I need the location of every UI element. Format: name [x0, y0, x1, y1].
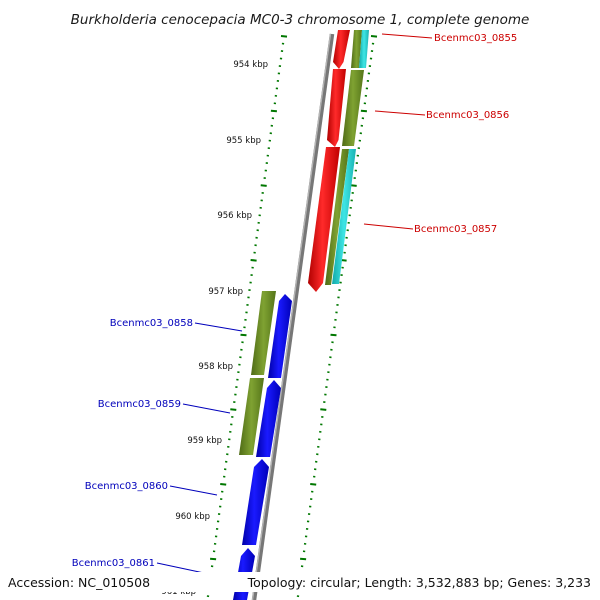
gene-label-leaders	[156, 33, 433, 574]
accession-text: Accession: NC_010508	[8, 575, 150, 590]
kbp-label-960: 960 kbp	[175, 512, 210, 522]
kbp-label-958: 958 kbp	[198, 362, 233, 372]
tick-marks-inner	[206, 35, 288, 598]
outer-ring-major-tick	[300, 557, 307, 561]
gene-label-Bcenmc03_0858[interactable]: Bcenmc03_0858	[110, 318, 193, 329]
cds-feature-Bcenmc03_0857	[325, 149, 349, 285]
gene-label-Bcenmc03_0855[interactable]: Bcenmc03_0855	[434, 33, 517, 44]
kbp-label-956: 956 kbp	[217, 211, 252, 221]
cds-reverse-Bcenmc03_0855	[359, 30, 369, 68]
forward-strand-features	[233, 291, 292, 600]
cds-feature-Bcenmc03_0858	[251, 291, 276, 375]
outer-ring-major-tick	[360, 109, 367, 113]
map-title: Burkholderia cenocepacia MC0-3 chromosom…	[71, 12, 530, 28]
reverse-strand-features	[308, 30, 369, 292]
outer-ring-major-tick	[320, 408, 327, 411]
inner-ring-major-tick	[280, 35, 288, 38]
inner-ring-major-tick	[240, 333, 247, 337]
outer-ring-major-tick	[370, 35, 378, 38]
gene-feature-Bcenmc03_0860[interactable]	[242, 459, 269, 545]
inner-ring-major-tick	[270, 109, 277, 113]
kbp-label-955: 955 kbp	[226, 136, 261, 146]
inner-ring-major-tick	[260, 184, 267, 187]
footer-backdrop	[0, 572, 600, 592]
gene-label-Bcenmc03_0861[interactable]: Bcenmc03_0861	[72, 558, 155, 569]
gene-feature-Bcenmc03_0855[interactable]	[333, 30, 350, 69]
gene-feature-Bcenmc03_0859[interactable]	[256, 380, 281, 457]
gene-labels: Bcenmc03_0855 Bcenmc03_0856 Bcenmc03_085…	[72, 33, 518, 569]
genome-backbone	[251, 33, 335, 600]
kbp-label-959: 959 kbp	[187, 436, 222, 446]
cds-reverse-Bcenmc03_0857	[332, 149, 356, 284]
inner-ring-major-tick	[210, 557, 217, 561]
tick-marks-outer	[296, 35, 378, 598]
gene-feature-Bcenmc03_0858[interactable]	[268, 294, 292, 378]
cds-feature-Bcenmc03_0859	[239, 378, 264, 455]
gene-feature-Bcenmc03_0856[interactable]	[327, 69, 346, 147]
cds-feature-Bcenmc03_0855	[351, 30, 362, 68]
gene-feature-Bcenmc03_0857[interactable]	[308, 147, 340, 292]
inner-ring-major-tick	[230, 408, 237, 411]
gene-label-Bcenmc03_0859[interactable]: Bcenmc03_0859	[98, 399, 181, 410]
inner-ring-major-tick	[220, 483, 227, 486]
kbp-label-954: 954 kbp	[233, 60, 268, 70]
genome-summary-text: Topology: circular; Length: 3,532,883 bp…	[247, 575, 591, 590]
gene-label-Bcenmc03_0856[interactable]: Bcenmc03_0856	[426, 110, 509, 121]
inner-ring-major-tick	[250, 259, 257, 262]
outer-ring-major-tick	[310, 483, 317, 486]
gene-label-Bcenmc03_0860[interactable]: Bcenmc03_0860	[85, 481, 168, 492]
outer-ring-major-tick	[330, 333, 337, 337]
gene-label-Bcenmc03_0857[interactable]: Bcenmc03_0857	[414, 224, 497, 235]
cds-feature-Bcenmc03_0856	[342, 70, 364, 146]
kbp-label-957: 957 kbp	[208, 287, 243, 297]
outer-ring-major-tick	[350, 184, 357, 187]
